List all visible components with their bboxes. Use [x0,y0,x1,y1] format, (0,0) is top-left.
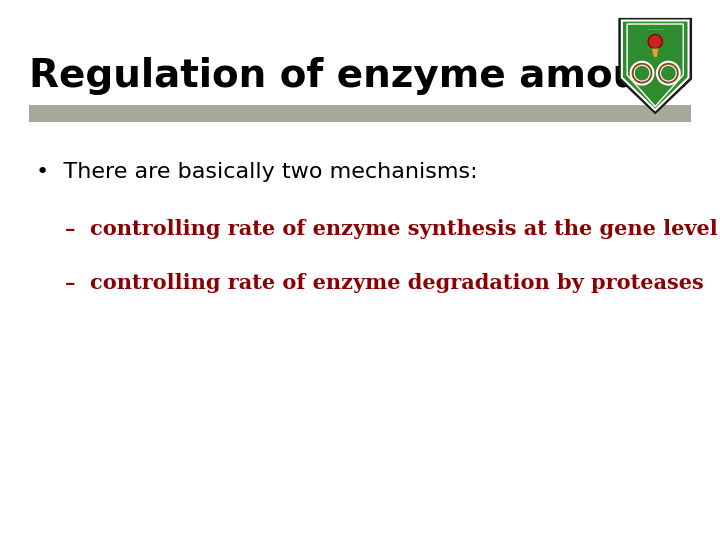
Polygon shape [622,21,688,110]
Text: Regulation of enzyme amount: Regulation of enzyme amount [29,57,686,94]
Text: ـ ـ ـ ـ ـ ـ ـ: ـ ـ ـ ـ ـ ـ ـ [647,28,663,31]
Text: –  controlling rate of enzyme degradation by proteases: – controlling rate of enzyme degradation… [65,273,703,293]
Circle shape [648,35,662,49]
Polygon shape [618,18,692,114]
Circle shape [634,65,650,81]
FancyBboxPatch shape [29,105,691,122]
Text: –  controlling rate of enzyme synthesis at the gene level: – controlling rate of enzyme synthesis a… [65,219,718,239]
Circle shape [631,62,654,85]
Circle shape [657,62,680,85]
Polygon shape [652,49,659,57]
Circle shape [660,65,676,81]
Text: •  There are basically two mechanisms:: • There are basically two mechanisms: [36,162,477,182]
